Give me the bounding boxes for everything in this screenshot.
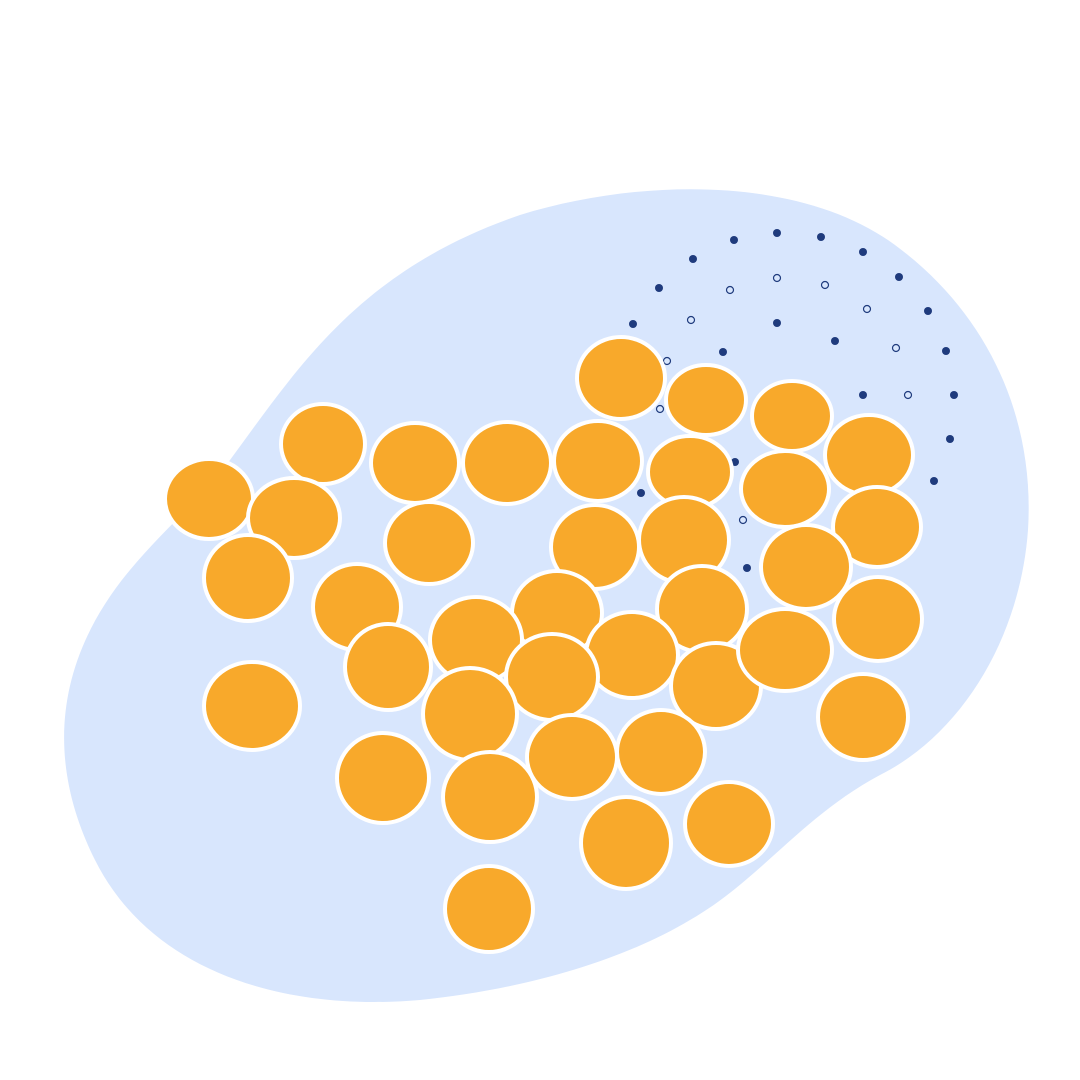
- orange-circle: [823, 413, 915, 497]
- filled-dot: [831, 337, 839, 345]
- filled-dot: [637, 489, 645, 497]
- orange-circle: [163, 457, 255, 541]
- filled-dot: [859, 391, 867, 399]
- orange-circle: [750, 379, 834, 453]
- hollow-dot: [662, 356, 672, 366]
- orange-circle: [443, 864, 535, 954]
- orange-circle: [575, 335, 667, 421]
- dot-pattern: [629, 229, 958, 572]
- hollow-dot: [891, 343, 901, 353]
- orange-circle: [335, 731, 431, 825]
- filled-dot: [743, 564, 751, 572]
- filled-dot: [817, 233, 825, 241]
- orange-circle: [246, 476, 342, 560]
- filled-dot: [629, 320, 637, 328]
- filled-dot: [689, 255, 697, 263]
- orange-circle: [504, 632, 600, 722]
- hollow-dot: [738, 515, 748, 525]
- filled-dot: [730, 236, 738, 244]
- hollow-dot: [820, 280, 830, 290]
- filled-dot: [719, 348, 727, 356]
- filled-dot: [655, 284, 663, 292]
- filled-dot: [773, 229, 781, 237]
- orange-circle: [832, 575, 924, 663]
- orange-circle: [579, 795, 673, 891]
- orange-circle: [202, 660, 302, 752]
- orange-circle: [683, 780, 775, 868]
- orange-circle: [584, 610, 680, 700]
- orange-circle: [525, 713, 619, 801]
- filled-dot: [859, 248, 867, 256]
- orange-circle: [759, 523, 853, 611]
- filled-dot: [950, 391, 958, 399]
- hollow-dot: [655, 404, 665, 414]
- hollow-dot: [772, 273, 782, 283]
- hollow-dot: [903, 390, 913, 400]
- orange-circle: [461, 420, 553, 506]
- filled-dot: [930, 477, 938, 485]
- filled-dot: [895, 273, 903, 281]
- orange-circle: [831, 485, 923, 569]
- hollow-dot: [725, 285, 735, 295]
- orange-circle: [383, 500, 475, 586]
- orange-circle: [279, 402, 367, 486]
- orange-circle: [664, 363, 748, 437]
- filled-dot: [773, 319, 781, 327]
- filled-dot: [946, 435, 954, 443]
- hollow-dot: [862, 304, 872, 314]
- orange-circle: [441, 750, 539, 844]
- orange-circle: [615, 708, 707, 796]
- orange-circle: [552, 419, 644, 503]
- orange-circle: [421, 666, 519, 762]
- circle-cluster: [163, 335, 924, 954]
- hollow-dot: [686, 315, 696, 325]
- orange-circle: [369, 421, 461, 505]
- orange-circle: [816, 672, 910, 762]
- orange-circle: [739, 449, 831, 529]
- filled-dot: [924, 307, 932, 315]
- orange-circle: [343, 622, 433, 712]
- orange-circle: [202, 533, 294, 623]
- filled-dot: [942, 347, 950, 355]
- orange-circle: [736, 607, 834, 693]
